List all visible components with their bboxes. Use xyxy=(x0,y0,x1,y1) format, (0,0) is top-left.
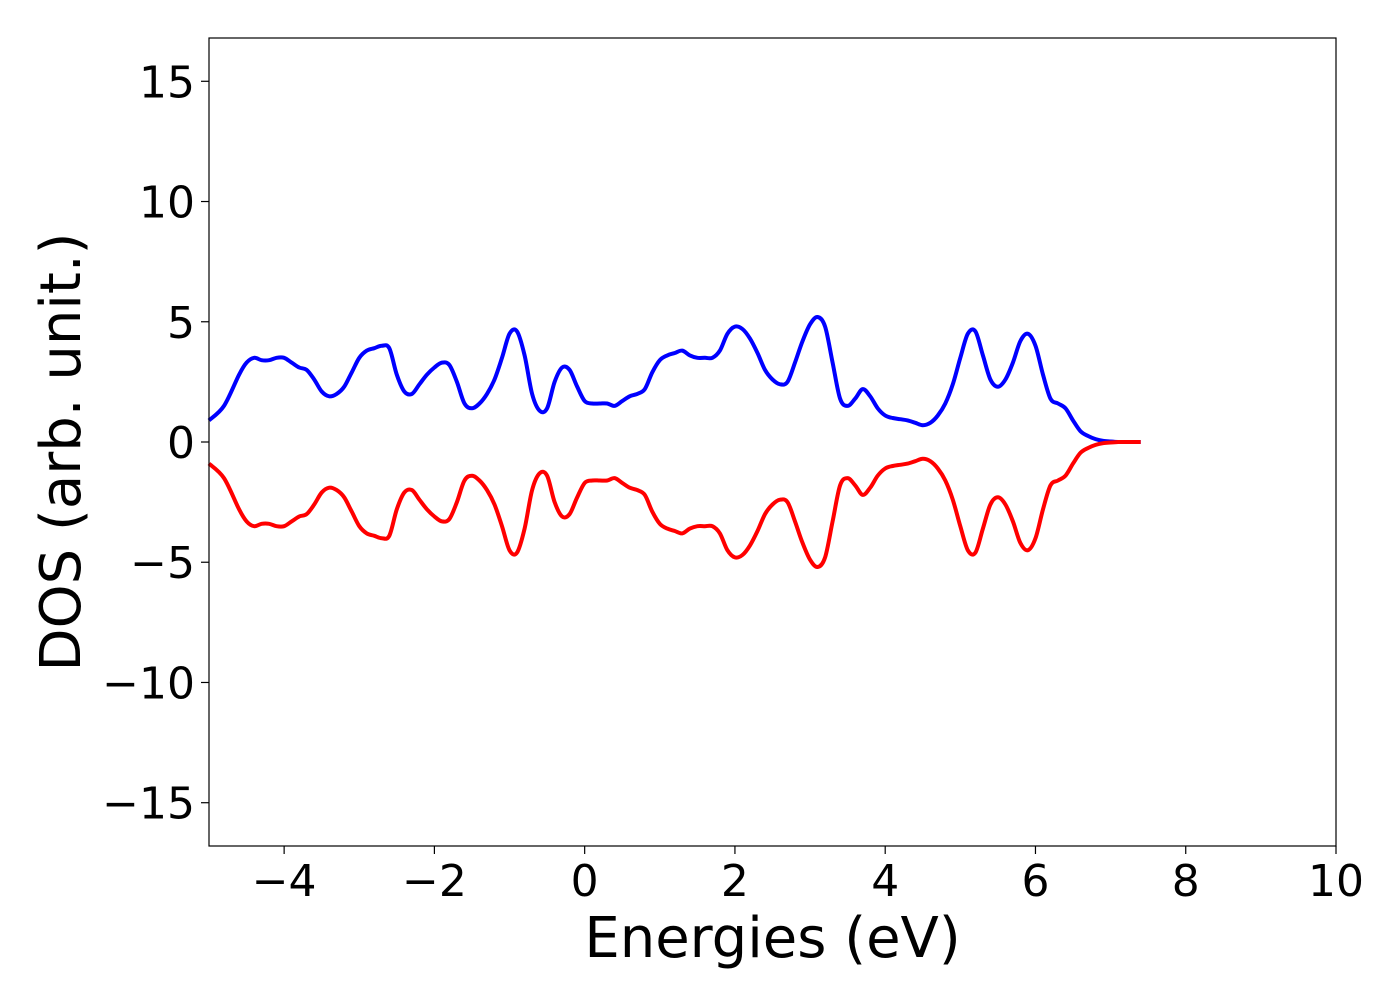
x-tick-label: 0 xyxy=(571,856,599,907)
y-tick-label: −15 xyxy=(102,779,195,830)
plot-lines xyxy=(207,314,1141,570)
x-tick-label: 8 xyxy=(1172,856,1200,907)
dos-series-up xyxy=(207,314,1141,445)
y-tick-label: 15 xyxy=(139,57,195,108)
y-tick-label: −5 xyxy=(130,538,195,589)
x-tick-label: −2 xyxy=(402,856,467,907)
x-tick-label: 6 xyxy=(1021,856,1049,907)
y-axis-ticks: −15 −10 −5 0 5 10 15 xyxy=(102,57,209,830)
y-tick-label: 5 xyxy=(167,298,195,349)
y-axis-label: DOS (arb. unit.) xyxy=(29,232,94,671)
x-tick-label: 4 xyxy=(871,856,899,907)
x-axis-label: Energies (eV) xyxy=(584,906,960,971)
axes-frame xyxy=(208,37,1337,847)
y-tick-label: −10 xyxy=(102,658,195,709)
x-tick-label: 2 xyxy=(721,856,749,907)
x-tick-label: 10 xyxy=(1308,856,1364,907)
dos-series-down xyxy=(207,439,1141,570)
x-tick-label: −4 xyxy=(252,856,317,907)
y-tick-label: 10 xyxy=(139,178,195,229)
x-axis-ticks: −4 −2 0 2 4 6 8 10 xyxy=(252,846,1364,907)
y-tick-label: 0 xyxy=(167,418,195,469)
